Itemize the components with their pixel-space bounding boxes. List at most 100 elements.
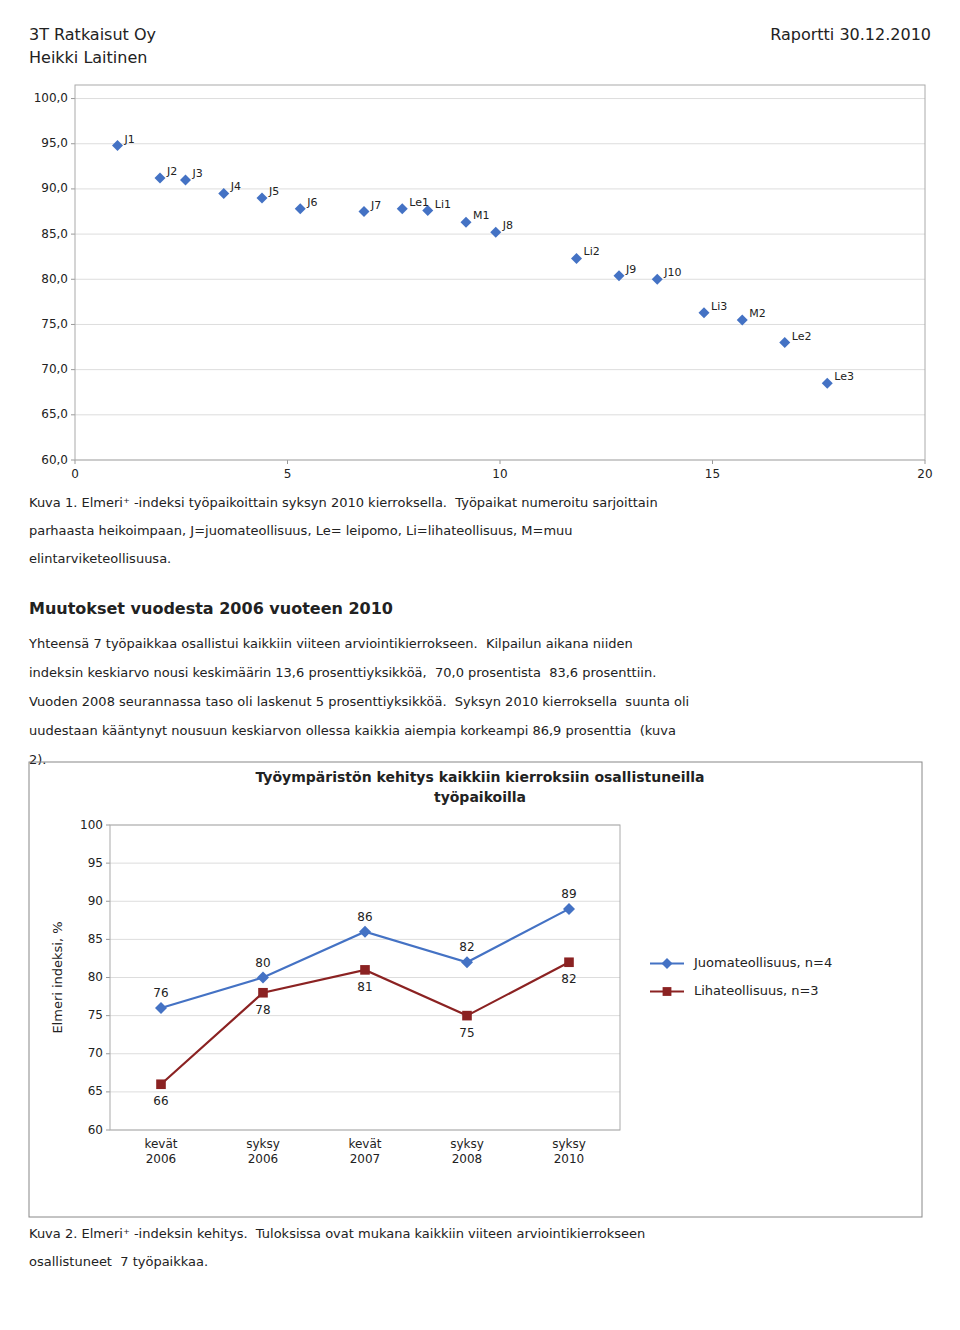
x-tick-label-line: syksy xyxy=(246,1137,280,1151)
y-axis-label: Elmeri indeksi, % xyxy=(50,921,65,1033)
point-label: Li2 xyxy=(584,245,600,258)
tick-mark xyxy=(71,369,75,370)
chart-title: työpaikoilla xyxy=(434,789,526,805)
x-tick-label-line: 2010 xyxy=(554,1152,585,1166)
y-tick-label: 85,0 xyxy=(41,227,68,241)
scatter-point xyxy=(571,253,582,264)
point-label: J7 xyxy=(370,199,381,212)
data-label: 78 xyxy=(255,1003,270,1017)
data-label: 82 xyxy=(459,940,474,954)
caption: elintarviketeollisuusa. xyxy=(29,551,171,566)
grid-line xyxy=(110,1091,620,1092)
tick-mark xyxy=(500,460,501,464)
y-tick-label: 75,0 xyxy=(41,317,68,331)
body-text: Vuoden 2008 seurannassa taso oli laskenu… xyxy=(29,694,689,709)
legend-entry: Lihateollisuus, n=3 xyxy=(694,983,819,998)
x-tick-label-line: kevät xyxy=(144,1137,177,1151)
header-left: Heikki Laitinen xyxy=(29,48,147,67)
y-tick-label: 100,0 xyxy=(34,91,68,105)
x-tick-label-line: syksy xyxy=(450,1137,484,1151)
x-tick-label: syksy2006 xyxy=(246,1137,280,1166)
scatter-point xyxy=(614,270,625,281)
x-tick-label: kevät2007 xyxy=(348,1137,381,1166)
x-tick-label: 5 xyxy=(284,467,292,481)
data-label: 89 xyxy=(561,887,576,901)
point-label: Li3 xyxy=(711,300,727,313)
page: 3T Ratkaisut OyHeikki LaitinenRaportti 3… xyxy=(0,0,960,1330)
series-marker xyxy=(563,903,575,915)
point-label: J10 xyxy=(663,266,681,279)
scatter-point xyxy=(461,217,472,228)
series-marker xyxy=(156,1079,166,1089)
series-marker xyxy=(359,926,371,938)
points xyxy=(112,140,833,389)
tick-mark xyxy=(106,825,110,826)
series-marker xyxy=(564,957,574,967)
scatter-point xyxy=(737,314,748,325)
series-marker xyxy=(258,988,268,998)
plot-background xyxy=(75,85,925,460)
plot-frame xyxy=(110,825,620,1130)
y-tick-label: 85 xyxy=(88,932,103,946)
y-tick-label: 100 xyxy=(80,818,103,832)
tick-mark xyxy=(106,1130,110,1131)
y-tick-label: 65,0 xyxy=(41,407,68,421)
data-label: 75 xyxy=(459,1026,474,1040)
x-tick-label: 15 xyxy=(705,467,720,481)
tick-mark xyxy=(106,901,110,902)
point-label: J1 xyxy=(124,133,135,146)
plot-background xyxy=(110,825,620,1130)
legend: Juomateollisuus, n=4 Lihateollisuus, n=3 xyxy=(650,955,832,998)
data-label: 66 xyxy=(153,1094,168,1108)
scatter-point xyxy=(490,227,501,238)
y-tick-label: 95 xyxy=(88,856,103,870)
x-tick-label-line: 2008 xyxy=(452,1152,483,1166)
series-marker xyxy=(461,956,473,968)
x-tick-label: syksy2008 xyxy=(450,1137,484,1166)
body-text: indeksin keskiarvo nousi keskimäärin 13,… xyxy=(29,665,656,680)
scatter-point xyxy=(652,274,663,285)
tick-mark xyxy=(71,98,75,99)
x-tick-label: 0 xyxy=(71,467,79,481)
grid-line xyxy=(110,901,620,902)
grid-line xyxy=(75,324,925,325)
scatter-point xyxy=(155,173,166,184)
tick-mark xyxy=(925,460,926,464)
grid-line xyxy=(110,939,620,940)
y-tick-label: 80,0 xyxy=(41,272,68,286)
plot-frame xyxy=(75,85,925,460)
line-chart: Työympäristön kehitys kaikkiin kierroksi… xyxy=(50,769,832,1166)
series-marker xyxy=(360,965,370,975)
tick-mark xyxy=(106,977,110,978)
tick-mark xyxy=(75,460,76,464)
tick-mark xyxy=(712,460,713,464)
point-label: Le2 xyxy=(792,330,812,343)
tick-mark xyxy=(106,939,110,940)
grid-line xyxy=(75,98,925,99)
header-right: Raportti 30.12.2010 xyxy=(770,25,931,44)
x-tick-label-line: 2006 xyxy=(146,1152,177,1166)
x-tick-label: 10 xyxy=(492,467,507,481)
point-label: Le1 xyxy=(409,196,429,209)
y-tick-label: 70 xyxy=(88,1046,103,1060)
tick-mark xyxy=(71,460,75,461)
x-tick-label-line: 2006 xyxy=(248,1152,279,1166)
tick-mark xyxy=(71,143,75,144)
y-tick-label: 95,0 xyxy=(41,136,68,150)
series xyxy=(155,903,575,1089)
scatter-point xyxy=(180,174,191,185)
tick-mark xyxy=(287,460,288,464)
grid-line xyxy=(75,234,925,235)
y-tick-label: 60 xyxy=(88,1123,103,1137)
point-label: J9 xyxy=(625,263,636,276)
grid-line xyxy=(110,863,620,864)
body-text: uudestaan kääntynyt nousuun keskiarvon o… xyxy=(29,723,676,738)
legend-entry: Juomateollisuus, n=4 xyxy=(693,955,832,970)
tick-mark xyxy=(106,1015,110,1016)
point-label: Li1 xyxy=(435,198,451,211)
tick-mark xyxy=(71,279,75,280)
scatter-point xyxy=(112,140,123,151)
y-tick-label: 75 xyxy=(88,1008,103,1022)
grid-line xyxy=(75,188,925,189)
x-tick-label: kevät2006 xyxy=(144,1137,177,1166)
